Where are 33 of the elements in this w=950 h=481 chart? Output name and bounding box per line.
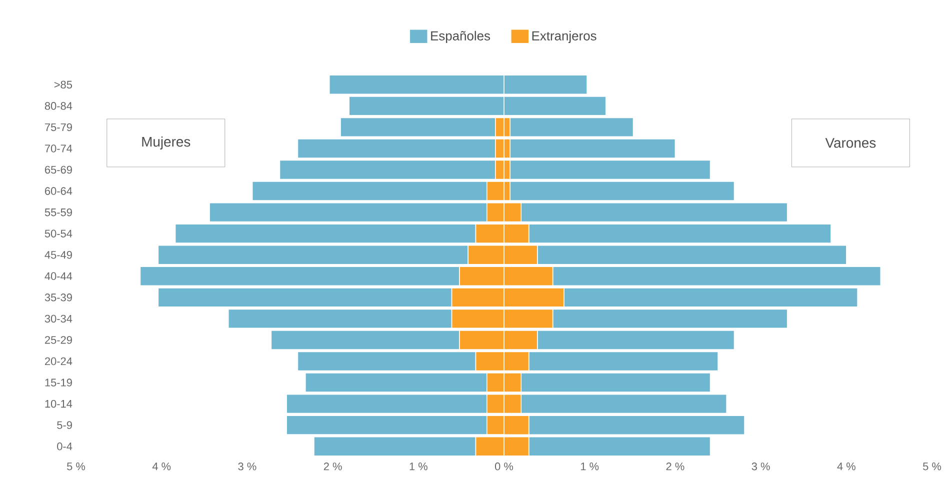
y-tick-label: 40-44 bbox=[44, 272, 72, 280]
x-tick-label: 0 % bbox=[494, 462, 514, 470]
y-tick-label: 0-4 bbox=[57, 442, 72, 450]
legend-label: Extranjeros bbox=[532, 30, 596, 44]
x-tick-label: 3 % bbox=[238, 462, 256, 470]
x-tick-label: 5 % bbox=[66, 462, 86, 470]
y-tick-label: 35-39 bbox=[44, 294, 72, 302]
y-tick-label: 15-19 bbox=[45, 378, 72, 386]
x-tick-label: 1 % bbox=[580, 462, 599, 470]
y-tick-label: 25-29 bbox=[45, 336, 72, 344]
y-tick-label: 5-9 bbox=[57, 421, 72, 429]
y-tick-label: 10-14 bbox=[45, 400, 72, 408]
y-tick-label: 30-34 bbox=[44, 314, 72, 323]
x-tick-label: 2 % bbox=[666, 462, 684, 470]
y-tick-label: 55-59 bbox=[44, 208, 72, 216]
y-tick-label: 65-69 bbox=[45, 166, 72, 174]
y-tick-label: 60-64 bbox=[45, 187, 72, 195]
y-tick-label: 75-79 bbox=[45, 123, 72, 132]
x-tick-label: 3 % bbox=[752, 462, 770, 470]
y-tick-label: 20-24 bbox=[45, 357, 72, 366]
y-tick-label: >85 bbox=[54, 80, 72, 89]
annotation: Varones bbox=[825, 138, 876, 148]
annotation: Mujeres bbox=[142, 136, 190, 150]
y-tick-label: 45-49 bbox=[44, 250, 72, 259]
y-tick-label: 70-74 bbox=[45, 144, 72, 152]
x-tick-label: 4 % bbox=[837, 462, 856, 470]
x-tick-label: 2 % bbox=[324, 462, 342, 470]
x-tick-label: 1 % bbox=[410, 462, 428, 470]
y-tick-label: 50-54 bbox=[44, 230, 72, 238]
x-tick-label: 5 % bbox=[923, 462, 942, 470]
legend-label: Españoles bbox=[431, 30, 490, 44]
x-tick-label: 4 % bbox=[152, 462, 171, 470]
y-tick-label: 80-84 bbox=[44, 102, 72, 110]
